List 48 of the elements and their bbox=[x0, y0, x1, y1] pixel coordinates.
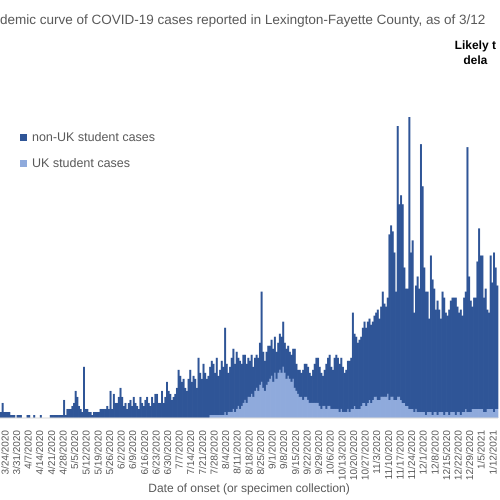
x-tick-label: 12/15/2020 bbox=[442, 430, 453, 480]
x-tick-label: 3/31/2020 bbox=[12, 430, 23, 474]
legend-label: non-UK student cases bbox=[32, 130, 155, 144]
x-axis-title: Date of onset (or specimen collection) bbox=[148, 481, 350, 495]
x-tick-label: 3/24/2020 bbox=[0, 430, 12, 474]
x-tick-label: 8/18/2020 bbox=[244, 430, 256, 474]
x-tick-label: 9/8/2020 bbox=[279, 430, 290, 469]
x-tick-label: 8/25/2020 bbox=[256, 430, 267, 474]
x-tick-label: 11/17/2020 bbox=[395, 430, 406, 480]
x-tick-label: 6/16/2020 bbox=[140, 430, 151, 474]
chart-title: demic curve of COVID-19 cases reported in Lexington-Fayette County, as of 3/12 bbox=[0, 12, 486, 27]
x-tick-label: 4/28/2020 bbox=[58, 430, 70, 474]
x-tick-label: 8/4/2020 bbox=[221, 430, 232, 469]
x-tick-label: 6/30/2020 bbox=[162, 430, 174, 474]
x-tick-label: 12/8/2020 bbox=[430, 430, 442, 474]
x-tick-label: 5/19/2020 bbox=[93, 430, 104, 474]
x-tick-label: 11/10/2020 bbox=[384, 430, 395, 480]
x-tick-label: 7/14/2020 bbox=[186, 430, 198, 474]
x-tick-label: 4/14/2020 bbox=[35, 430, 46, 474]
x-tick-label: 7/28/2020 bbox=[209, 430, 220, 474]
x-tick-label: 9/22/2020 bbox=[302, 430, 314, 474]
x-tick-label: 9/29/2020 bbox=[314, 430, 326, 474]
x-tick-label: 4/21/2020 bbox=[46, 430, 58, 474]
x-tick-label: 12/22/2020 bbox=[453, 430, 464, 480]
x-tick-label: 6/2/2020 bbox=[116, 430, 128, 469]
x-tick-label: 1/12/2021 bbox=[488, 430, 500, 474]
x-tick-label: 10/20/2020 bbox=[348, 430, 360, 480]
x-tick-label: 11/24/2020 bbox=[407, 430, 418, 480]
x-tick-label: 5/5/2020 bbox=[70, 430, 82, 469]
x-tick-label: 11/3/2020 bbox=[372, 430, 384, 474]
x-tick-label: 7/21/2020 bbox=[198, 430, 209, 474]
x-tick-label: 10/13/2020 bbox=[337, 430, 348, 480]
x-tick-label: 5/26/2020 bbox=[104, 430, 116, 474]
x-tick-label: 12/1/2020 bbox=[418, 430, 430, 474]
annotation: Likely t dela bbox=[454, 38, 496, 68]
x-tick-label: 1/5/2021 bbox=[476, 430, 488, 469]
x-tick-label: 5/12/2020 bbox=[82, 430, 93, 474]
legend-label: UK student cases bbox=[32, 156, 130, 170]
x-tick-label: 9/1/2020 bbox=[268, 430, 279, 469]
x-tick-label: 6/9/2020 bbox=[128, 430, 140, 469]
x-tick-label: 4/7/2020 bbox=[24, 430, 35, 469]
x-tick-label: 10/6/2020 bbox=[326, 430, 337, 474]
x-tick-label: 10/27/2020 bbox=[360, 430, 372, 480]
x-tick-label: 9/15/2020 bbox=[290, 430, 302, 474]
x-tick-label: 8/11/2020 bbox=[232, 430, 244, 474]
x-tick-label: 6/23/2020 bbox=[151, 430, 162, 474]
x-tick-label: 7/7/2020 bbox=[174, 430, 186, 469]
x-tick-label: 12/29/2020 bbox=[465, 430, 476, 480]
